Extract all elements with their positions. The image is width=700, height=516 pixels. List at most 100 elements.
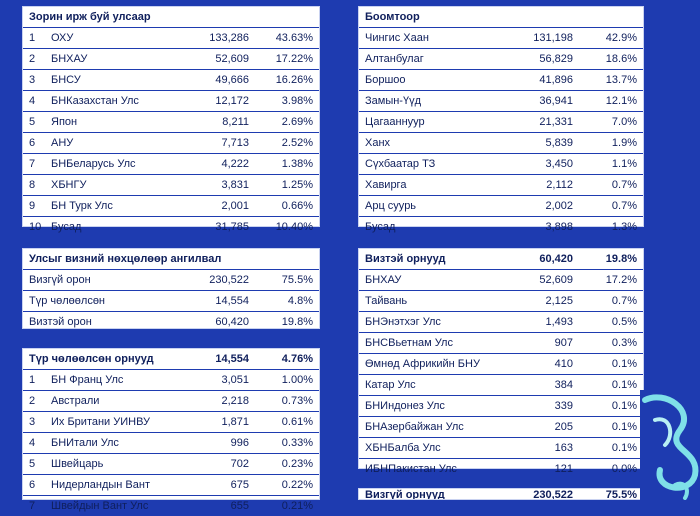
- table-row: Алтанбулаг 56,829 18.6%: [359, 49, 643, 70]
- row-share: 10.40%: [275, 221, 313, 233]
- row-name: БНХАУ: [365, 274, 402, 286]
- row-share: 0.21%: [281, 500, 313, 512]
- row-count: 131,198: [533, 32, 573, 44]
- row-name: Арц суурь: [365, 200, 417, 212]
- row-share: 0.23%: [281, 458, 313, 470]
- row-number: 5: [29, 458, 36, 470]
- table-row: Өмнөд Африкийн БНУ 410 0.1%: [359, 354, 643, 375]
- table-row: 5 Япон 8,211 2.69%: [23, 112, 319, 133]
- row-number: 1: [29, 374, 36, 386]
- table-row: 10 Бусад 31,785 10.40%: [23, 217, 319, 237]
- row-count: 21,331: [539, 116, 573, 128]
- row-name: Цагааннуур: [365, 116, 425, 128]
- visa-countries-share: 19.8%: [605, 253, 637, 265]
- table-row: 9 БН Турк Улс 2,001 0.66%: [23, 196, 319, 217]
- row-count: 702: [230, 458, 249, 470]
- row-name: Тайвань: [365, 295, 408, 307]
- temp-table-share: 4.76%: [281, 353, 313, 365]
- row-count: 2,112: [546, 179, 573, 191]
- row-number: 6: [29, 479, 36, 491]
- row-number: 6: [29, 137, 36, 149]
- table-row: Визтэй орон 60,420 19.8%: [23, 312, 319, 332]
- row-count: 1,493: [545, 316, 573, 328]
- row-count: 52,609: [539, 274, 573, 286]
- row-number: 10: [29, 221, 42, 233]
- row-share: 12.1%: [605, 95, 637, 107]
- row-count: 41,896: [539, 74, 573, 86]
- temp-table-total: 14,554: [215, 353, 249, 365]
- table-row: 1 ОХУ 133,286 43.63%: [23, 28, 319, 49]
- table-row: Бусад 3,898 1.3%: [359, 217, 643, 237]
- row-name: Визтэй орон: [29, 316, 92, 328]
- row-count: 2,002: [545, 200, 573, 212]
- table-row: Боршоо 41,896 13.7%: [359, 70, 643, 91]
- row-name: Сүхбаатар ТЗ: [365, 158, 436, 170]
- visafree-share: 75.5%: [605, 489, 637, 500]
- row-name: ОХУ: [51, 32, 74, 44]
- row-share: 0.7%: [611, 179, 637, 191]
- table-row: 6 Нидерландын Вант 675 0.22%: [23, 475, 319, 496]
- row-count: 907: [554, 337, 573, 349]
- row-name: Нидерландын Вант: [51, 479, 150, 491]
- table-row: 4 БНКазахстан Улс 12,172 3.98%: [23, 91, 319, 112]
- row-name: Япон: [51, 116, 78, 128]
- row-name: БНХАУ: [51, 53, 88, 65]
- row-share: 0.61%: [281, 416, 313, 428]
- table-row: Чингис Хаан 131,198 42.9%: [359, 28, 643, 49]
- table-row: 4 БНИтали Улс 996 0.33%: [23, 433, 319, 454]
- row-count: 31,785: [215, 221, 249, 233]
- row-count: 3,051: [221, 374, 249, 386]
- visa-countries-header: Визтэй орнууд 60,420 19.8%: [359, 249, 643, 270]
- row-name: БНКазахстан Улс: [51, 95, 139, 107]
- table-row: Катар Улс 384 0.1%: [359, 375, 643, 396]
- visa-classification-table: Улсыг визний нөхцөлөөр ангилвал Визгүй о…: [22, 248, 320, 329]
- row-count: 4,222: [221, 158, 249, 170]
- row-count: 384: [554, 379, 573, 391]
- row-share: 1.25%: [281, 179, 313, 191]
- row-count: 163: [554, 442, 573, 454]
- table-row: 3 БНСУ 49,666 16.26%: [23, 70, 319, 91]
- row-share: 1.3%: [611, 221, 637, 233]
- row-share: 1.1%: [611, 158, 637, 170]
- temp-table-title: Түр чөлөөлсөн орнууд: [29, 353, 154, 365]
- row-name: БН Турк Улс: [51, 200, 113, 212]
- row-count: 36,941: [539, 95, 573, 107]
- row-name: БНАзербайжан Улс: [365, 421, 464, 433]
- row-name: БН Франц Улс: [51, 374, 124, 386]
- row-number: 1: [29, 32, 36, 44]
- row-count: 410: [554, 358, 573, 370]
- row-share: 0.66%: [281, 200, 313, 212]
- row-name: Чингис Хаан: [365, 32, 429, 44]
- row-count: 7,713: [221, 137, 249, 149]
- border-points-table: Боомтоор Чингис Хаан 131,198 42.9% Алтанбул…: [358, 6, 644, 233]
- row-share: 19.8%: [281, 316, 313, 328]
- row-share: 2.52%: [281, 137, 313, 149]
- row-share: 17.22%: [275, 53, 313, 65]
- row-name: Боршоо: [365, 74, 406, 86]
- row-name: ИБНПакистан Улс: [365, 463, 457, 475]
- border-table-title: Боомтоор: [359, 7, 643, 28]
- row-share: 4.8%: [287, 295, 313, 307]
- row-share: 3.98%: [281, 95, 313, 107]
- row-name: БНБеларусь Улс: [51, 158, 136, 170]
- row-count: 49,666: [215, 74, 249, 86]
- table-row: 2 БНХАУ 52,609 17.22%: [23, 49, 319, 70]
- table-row: Замын-Үүд 36,941 12.1%: [359, 91, 643, 112]
- temp-exempt-table: Түр чөлөөлсөн орнууд 14,554 4.76% 1 БН Фр…: [22, 348, 320, 512]
- row-name: Бусад: [51, 221, 82, 233]
- visa-countries-table: Визтэй орнууд 60,420 19.8% БНХАУ 52,609 17…: [358, 248, 644, 475]
- table-row: 8 ХБНГУ 3,831 1.25%: [23, 175, 319, 196]
- row-share: 75.5%: [281, 274, 313, 286]
- row-name: Катар Улс: [365, 379, 416, 391]
- row-number: 8: [29, 179, 36, 191]
- visafree-countries-table: Визгүй орнууд 230,522 75.5%: [358, 488, 644, 500]
- table-row: 1 БН Франц Улс 3,051 1.00%: [23, 370, 319, 391]
- row-name: БНИтали Улс: [51, 437, 119, 449]
- row-name: Ханх: [365, 137, 391, 149]
- row-count: 655: [230, 500, 249, 512]
- row-number: 2: [29, 395, 36, 407]
- temp-table-header: Түр чөлөөлсөн орнууд 14,554 4.76%: [23, 349, 319, 370]
- table-row: Ханх 5,839 1.9%: [359, 133, 643, 154]
- row-count: 3,831: [221, 179, 249, 191]
- row-count: 133,286: [209, 32, 249, 44]
